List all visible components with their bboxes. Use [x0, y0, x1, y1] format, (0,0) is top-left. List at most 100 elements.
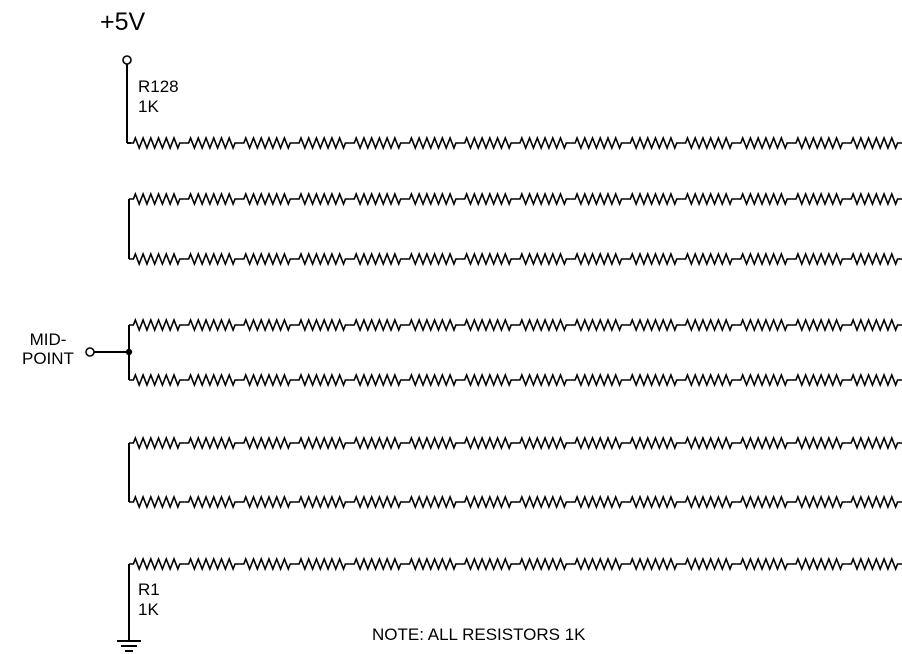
resistor: [129, 556, 185, 572]
resistor: [681, 372, 737, 388]
resistor: [460, 317, 516, 333]
r128-value: 1K: [138, 97, 159, 116]
resistor: [570, 251, 626, 267]
resistor: [294, 251, 350, 267]
resistor: [570, 191, 626, 207]
resistor: [349, 494, 406, 510]
midpoint-terminal-icon: [85, 347, 95, 357]
resistor-row: [129, 494, 902, 510]
supply-terminal-icon: [122, 55, 132, 65]
resistor: [846, 251, 902, 267]
wires: [94, 64, 131, 641]
resistor: [184, 251, 240, 267]
resistor: [349, 191, 406, 207]
resistor: [791, 435, 847, 451]
resistor: [460, 435, 516, 451]
nodes: [85, 55, 141, 652]
resistor: [405, 135, 461, 151]
resistor: [681, 435, 737, 451]
resistor: [625, 494, 682, 510]
resistor: [239, 251, 295, 267]
resistor: [515, 372, 571, 388]
resistor: [846, 556, 902, 572]
r128-name: R128: [138, 77, 179, 96]
junction-dot-icon: [125, 348, 133, 356]
resistor: [405, 556, 461, 572]
resistor: [736, 435, 792, 451]
resistor: [515, 251, 571, 267]
resistor: [129, 435, 185, 451]
resistor: [349, 317, 406, 333]
resistor: [184, 494, 240, 510]
resistor: [791, 494, 847, 510]
ground-icon: [117, 640, 141, 652]
resistor: [184, 317, 240, 333]
r1-label: R1 1K: [138, 580, 160, 620]
resistor: [460, 135, 516, 151]
resistor: [129, 317, 185, 333]
resistor: [405, 494, 461, 510]
r1-name: R1: [138, 580, 160, 599]
resistor: [736, 251, 792, 267]
resistor: [736, 191, 792, 207]
resistor: [239, 556, 295, 572]
resistor: [294, 191, 350, 207]
resistor: [515, 191, 571, 207]
resistor-row: [129, 135, 902, 151]
resistor: [736, 556, 792, 572]
resistor: [129, 494, 185, 510]
resistor: [294, 135, 350, 151]
resistor: [625, 251, 682, 267]
resistor: [515, 435, 571, 451]
resistor: [405, 251, 461, 267]
resistor: [239, 494, 295, 510]
resistor: [294, 435, 350, 451]
r1-value: 1K: [138, 600, 159, 619]
resistor: [515, 317, 571, 333]
resistor: [570, 556, 626, 572]
resistor: [736, 317, 792, 333]
resistor: [405, 435, 461, 451]
resistor: [349, 251, 406, 267]
resistor: [184, 372, 240, 388]
resistor: [515, 135, 571, 151]
resistor: [129, 372, 185, 388]
resistor: [846, 435, 902, 451]
resistor-row: [129, 191, 902, 207]
resistor: [184, 435, 240, 451]
resistor: [460, 191, 516, 207]
resistor: [460, 372, 516, 388]
resistor: [570, 317, 626, 333]
resistor: [460, 251, 516, 267]
resistor: [294, 317, 350, 333]
resistor: [515, 494, 571, 510]
resistor: [791, 251, 847, 267]
resistor: [736, 494, 792, 510]
resistor: [184, 556, 240, 572]
resistor: [791, 556, 847, 572]
resistor: [405, 372, 461, 388]
supply-voltage-label: +5V: [100, 8, 146, 36]
resistor: [460, 556, 516, 572]
resistor: [681, 556, 737, 572]
resistor-row: [129, 251, 902, 267]
resistor-row: [129, 317, 902, 333]
resistor: [129, 135, 185, 151]
resistor: [405, 191, 461, 207]
resistor: [570, 135, 626, 151]
resistor: [570, 435, 626, 451]
resistor: [239, 191, 295, 207]
resistor: [791, 191, 847, 207]
midpoint-label: MID- POINT: [22, 330, 74, 368]
resistor: [846, 135, 902, 151]
resistor: [681, 317, 737, 333]
resistor: [294, 556, 350, 572]
resistor: [515, 556, 571, 572]
resistor: [294, 494, 350, 510]
resistor: [625, 191, 682, 207]
resistor: [736, 135, 792, 151]
resistor: [846, 191, 902, 207]
resistor-row: [129, 372, 902, 388]
resistor: [681, 251, 737, 267]
